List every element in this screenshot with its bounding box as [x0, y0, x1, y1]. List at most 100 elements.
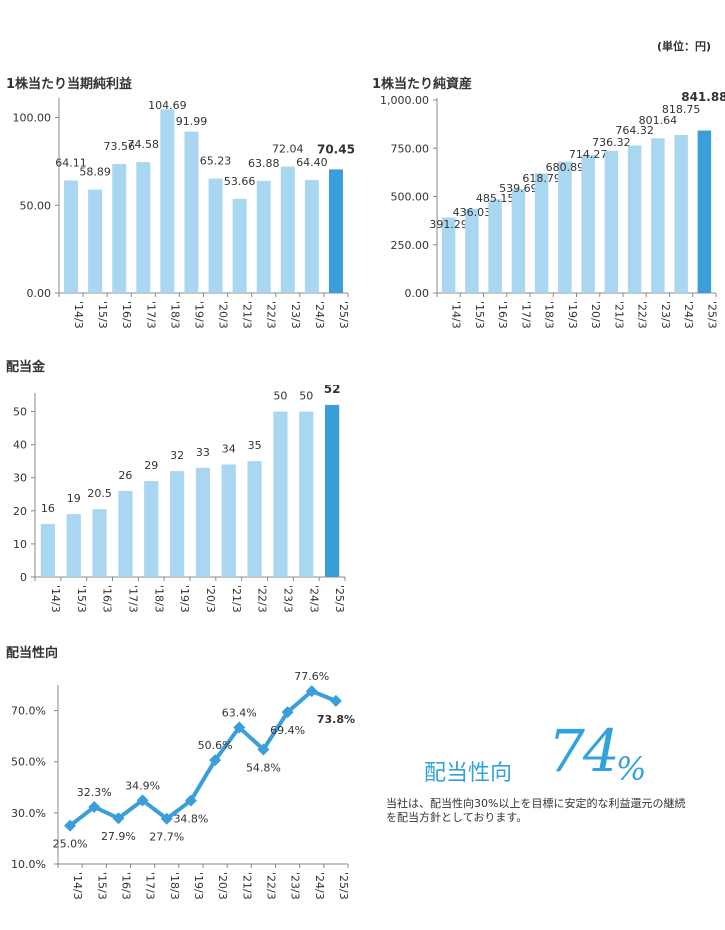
bar: [299, 411, 314, 577]
x-tick-label: '25/3: [337, 301, 350, 329]
bar: [92, 509, 107, 577]
x-tick-label: '22/3: [636, 301, 649, 329]
bar: [256, 180, 271, 293]
payout-line-chart: 10.0% 30.0% 50.0% 70.0% 25.0% '14/3 32.3% '15/3…: [11, 670, 355, 900]
x-tick-label: '25/3: [337, 872, 350, 900]
bar: [441, 217, 456, 293]
data-label: 818.75: [662, 103, 701, 116]
data-label: 63.4%: [222, 706, 257, 719]
payout-highlight-label: 配当性向: [424, 761, 513, 786]
y-tick-label: 40: [13, 439, 27, 452]
bar: [232, 198, 247, 293]
data-label: 32: [170, 449, 184, 462]
bar: [136, 162, 151, 293]
x-tick-label: '23/3: [289, 872, 302, 900]
x-tick-label: '22/3: [265, 301, 278, 329]
x-tick-label: '17/3: [144, 872, 157, 900]
x-tick-label: '23/3: [281, 585, 294, 613]
data-label: 50: [273, 390, 287, 403]
payout-highlight: 配当性向 74 %: [424, 722, 664, 792]
bar: [247, 461, 262, 577]
data-label: 73.8%: [317, 713, 355, 726]
y-tick-label: 50.00: [20, 199, 52, 212]
bar: [558, 161, 572, 293]
data-label: 19: [67, 492, 81, 505]
data-point-marker: [136, 794, 149, 807]
x-tick-label: '20/3: [216, 872, 229, 900]
data-label: 801.64: [639, 114, 678, 127]
bar: [488, 199, 502, 293]
y-tick-label: 0.00: [27, 287, 52, 300]
data-label: 64.40: [296, 156, 328, 169]
x-tick-label: '25/3: [705, 301, 718, 329]
x-tick-label: '18/3: [543, 301, 556, 329]
x-tick-label: '19/3: [178, 585, 191, 613]
data-label: 841.88: [681, 90, 725, 104]
x-tick-label: '19/3: [192, 872, 205, 900]
bar: [328, 169, 343, 293]
data-label: 34: [222, 442, 236, 455]
data-label: 29: [144, 459, 158, 472]
data-label: 52: [324, 385, 341, 396]
data-point-marker: [233, 721, 246, 734]
data-label: 69.4%: [270, 724, 305, 737]
data-label: 77.6%: [294, 670, 329, 683]
y-tick-label: 30: [13, 472, 27, 485]
data-label: 35: [248, 439, 262, 452]
data-label: 436.03: [453, 206, 492, 219]
bar: [324, 404, 340, 577]
bar: [184, 131, 199, 293]
x-tick-label: '20/3: [217, 301, 230, 329]
bar: [118, 490, 133, 577]
x-tick-label: '16/3: [496, 301, 509, 329]
bar: [88, 189, 103, 293]
y-tick-label: 1,000.00: [380, 94, 429, 107]
data-label: 680.89: [546, 161, 585, 174]
payout-highlight-percent: %: [616, 750, 647, 788]
x-tick-label: '18/3: [152, 585, 165, 613]
data-label: 20.5: [87, 487, 112, 500]
y-tick-label: 100.00: [13, 112, 52, 125]
y-tick-label: 500.00: [391, 191, 430, 204]
bar: [64, 180, 79, 293]
bar: [280, 166, 295, 293]
bar: [651, 138, 665, 293]
bar: [66, 514, 81, 577]
y-tick-label: 250.00: [391, 239, 430, 252]
data-label: 34.9%: [125, 779, 160, 792]
data-label: 25.0%: [53, 838, 88, 851]
bar: [195, 467, 211, 577]
bps-bar-chart: 0.00 250.00 500.00 750.00 1,000.00 391.29 '14/…: [380, 90, 725, 329]
data-label: 391.29: [429, 218, 468, 231]
data-label: 16: [41, 502, 55, 515]
x-tick-label: '14/3: [49, 585, 62, 613]
x-tick-label: '14/3: [450, 301, 463, 329]
x-tick-label: '21/3: [612, 301, 625, 329]
x-tick-label: '24/3: [682, 301, 695, 329]
data-point-marker: [257, 743, 270, 756]
x-tick-label: '20/3: [589, 301, 602, 329]
payout-highlight-number: 74: [548, 717, 620, 785]
data-label: 50.6%: [198, 739, 233, 752]
data-label: 27.7%: [149, 831, 184, 844]
y-tick-label: 10: [13, 538, 27, 551]
bar: [112, 163, 127, 293]
x-tick-label: '23/3: [289, 301, 302, 329]
bar: [465, 208, 479, 293]
x-tick-label: '17/3: [519, 301, 532, 329]
bar: [511, 188, 526, 293]
data-label: 618.79: [522, 172, 561, 185]
bar: [627, 145, 642, 293]
data-point-marker: [305, 685, 318, 698]
x-tick-label: '14/3: [71, 872, 84, 900]
data-point-marker: [88, 800, 101, 813]
x-tick-label: '16/3: [120, 301, 133, 329]
x-tick-label: '19/3: [566, 301, 579, 329]
data-point-marker: [209, 754, 222, 767]
data-label: 485.15: [476, 192, 515, 205]
x-tick-label: '24/3: [313, 872, 326, 900]
x-tick-label: '14/3: [72, 301, 85, 329]
data-label: 33: [196, 446, 210, 459]
x-tick-label: '21/3: [230, 585, 243, 613]
eps-bar-chart: 0.00 50.00 100.00 64.11 '14/3 58.89 '15/3 73.56…: [13, 98, 355, 329]
